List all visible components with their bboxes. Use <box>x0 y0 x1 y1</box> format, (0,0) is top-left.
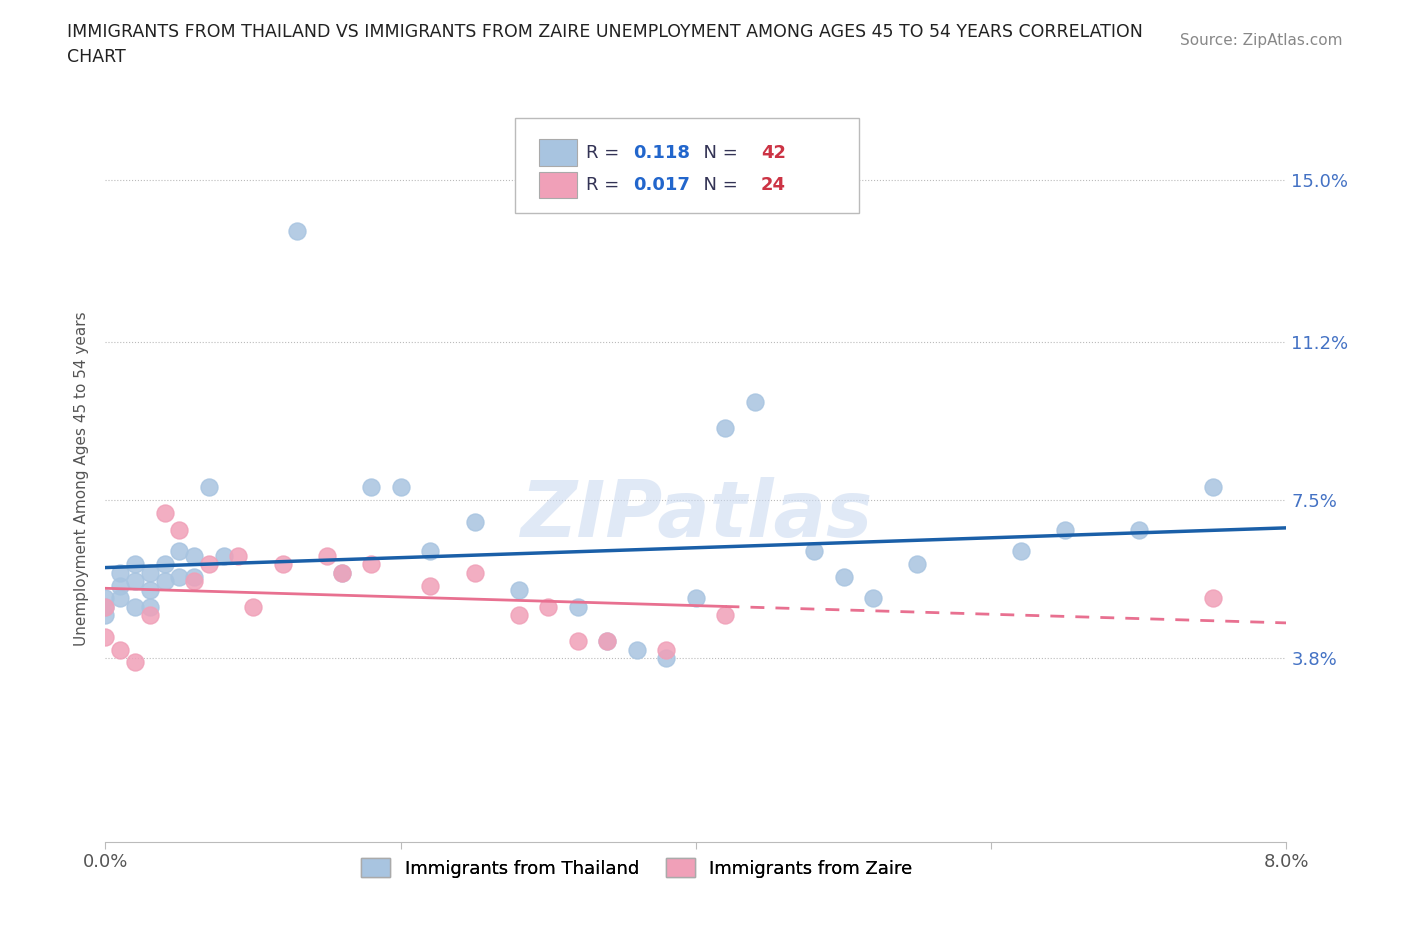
Point <box>110 591 132 605</box>
Point <box>596 633 619 648</box>
Point <box>360 480 382 495</box>
Point <box>124 600 146 615</box>
Text: IMMIGRANTS FROM THAILAND VS IMMIGRANTS FROM ZAIRE UNEMPLOYMENT AMONG AGES 45 TO : IMMIGRANTS FROM THAILAND VS IMMIGRANTS F… <box>67 23 1143 41</box>
Point <box>110 643 132 658</box>
Point <box>124 574 146 589</box>
Point <box>803 544 825 559</box>
Point <box>94 591 117 605</box>
Point <box>567 600 589 615</box>
Point <box>685 591 707 605</box>
Point <box>153 557 176 572</box>
Text: 42: 42 <box>761 143 786 162</box>
Text: 24: 24 <box>761 176 786 194</box>
Point <box>124 557 146 572</box>
Point <box>110 578 132 593</box>
Point <box>596 633 619 648</box>
Text: R =: R = <box>586 176 626 194</box>
Point <box>508 608 530 623</box>
FancyBboxPatch shape <box>515 118 859 213</box>
Point <box>197 557 219 572</box>
Point <box>94 600 117 615</box>
Point <box>360 557 382 572</box>
Point <box>153 506 176 521</box>
Point <box>183 549 205 564</box>
Text: N =: N = <box>692 176 744 194</box>
Point <box>862 591 884 605</box>
Point <box>287 224 309 239</box>
Point <box>315 549 337 564</box>
Point <box>1128 523 1150 538</box>
FancyBboxPatch shape <box>538 172 576 198</box>
Point <box>464 514 486 529</box>
Text: Source: ZipAtlas.com: Source: ZipAtlas.com <box>1180 33 1343 47</box>
Point <box>94 600 117 615</box>
Point <box>138 600 162 615</box>
Point <box>138 582 162 597</box>
Point <box>183 570 205 585</box>
Point <box>1201 591 1223 605</box>
Point <box>389 480 412 495</box>
FancyBboxPatch shape <box>538 140 576 166</box>
Point <box>655 651 678 666</box>
Point <box>183 574 205 589</box>
Point <box>419 544 441 559</box>
Text: 0.017: 0.017 <box>633 176 690 194</box>
Point <box>1010 544 1032 559</box>
Text: N =: N = <box>692 143 744 162</box>
Point <box>228 549 250 564</box>
Point <box>714 420 737 435</box>
Point <box>537 600 560 615</box>
Point <box>169 544 191 559</box>
Point <box>271 557 294 572</box>
Point <box>907 557 929 572</box>
Point <box>153 574 176 589</box>
Text: ZIPatlas: ZIPatlas <box>520 477 872 553</box>
Point <box>212 549 235 564</box>
Point <box>124 655 146 670</box>
Point <box>464 565 486 580</box>
Point <box>832 570 855 585</box>
Point <box>94 608 117 623</box>
Point <box>744 394 766 409</box>
Point <box>169 523 191 538</box>
Point <box>110 565 132 580</box>
Text: 0.118: 0.118 <box>633 143 690 162</box>
Y-axis label: Unemployment Among Ages 45 to 54 years: Unemployment Among Ages 45 to 54 years <box>75 312 90 646</box>
Point <box>567 633 589 648</box>
Text: R =: R = <box>586 143 626 162</box>
Point <box>655 643 678 658</box>
Point <box>197 480 219 495</box>
Point <box>1201 480 1223 495</box>
Point <box>330 565 353 580</box>
Point <box>138 608 162 623</box>
Point <box>626 643 648 658</box>
Point <box>508 582 530 597</box>
Point <box>169 570 191 585</box>
Text: CHART: CHART <box>67 48 127 66</box>
Point <box>714 608 737 623</box>
Point <box>419 578 441 593</box>
Point <box>94 630 117 644</box>
Legend: Immigrants from Thailand, Immigrants from Zaire: Immigrants from Thailand, Immigrants fro… <box>354 851 920 884</box>
Point <box>242 600 264 615</box>
Point <box>330 565 353 580</box>
Point <box>138 565 162 580</box>
Point <box>1054 523 1077 538</box>
